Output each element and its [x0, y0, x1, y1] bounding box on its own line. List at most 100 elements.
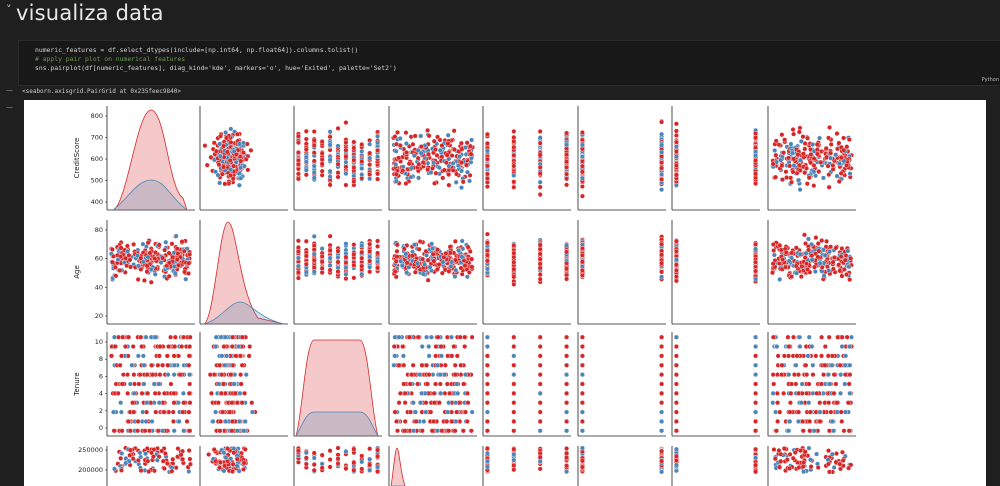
- output-collapse-icon[interactable]: —: [6, 86, 13, 94]
- scatter-point: [367, 176, 373, 182]
- scatter-point: [455, 163, 461, 169]
- scatter-point: [753, 181, 759, 187]
- scatter-point: [415, 381, 421, 387]
- scatter-point: [458, 140, 464, 146]
- scatter-point: [579, 142, 585, 148]
- scatter-point: [440, 175, 446, 181]
- output2-collapse-icon[interactable]: —: [6, 103, 13, 111]
- scatter-point: [788, 141, 794, 147]
- scatter-point: [295, 255, 301, 261]
- scatter-point: [796, 177, 802, 183]
- scatter-point: [409, 372, 415, 378]
- scatter-point: [409, 253, 415, 259]
- scatter-point: [579, 353, 585, 359]
- cell-language-label[interactable]: Python: [981, 77, 999, 83]
- scatter-point: [783, 169, 789, 175]
- scatter-point: [844, 272, 850, 278]
- code-cell[interactable]: numeric_features = df.select_dtypes(incl…: [18, 40, 1000, 86]
- scatter-point: [233, 353, 239, 359]
- scatter-point: [464, 169, 470, 175]
- scatter-point: [170, 254, 176, 260]
- scatter-point: [295, 140, 301, 146]
- scatter-point: [564, 266, 570, 272]
- scatter-point: [120, 372, 126, 378]
- scatter-point: [295, 238, 301, 244]
- scatter-point: [359, 141, 365, 147]
- scatter-point: [537, 261, 543, 267]
- scatter-point: [484, 381, 490, 387]
- scatter-point: [213, 344, 219, 350]
- scatter-point: [484, 409, 490, 415]
- code-line-1: numeric_features = df.select_dtypes(incl…: [35, 46, 359, 54]
- scatter-point: [186, 260, 192, 266]
- scatter-point: [435, 428, 441, 434]
- scatter-point: [303, 238, 309, 244]
- scatter-point: [769, 270, 775, 276]
- scatter-point: [484, 240, 490, 246]
- scatter-point: [454, 381, 460, 387]
- row-tick-label: 250000: [78, 446, 103, 454]
- scatter-point: [830, 162, 836, 168]
- scatter-point: [186, 390, 192, 396]
- scatter-point: [234, 400, 240, 406]
- scatter-point: [425, 381, 431, 387]
- scatter-point: [464, 274, 470, 280]
- scatter-point: [424, 362, 430, 368]
- scatter-point: [375, 134, 381, 140]
- scatter-point: [397, 135, 403, 141]
- markdown-heading-cell[interactable]: ˅ visualiza data: [0, 0, 1000, 32]
- scatter-point: [359, 158, 365, 164]
- scatter-point: [415, 147, 421, 153]
- scatter-point: [805, 267, 811, 273]
- scatter-point: [511, 184, 517, 190]
- scatter-point: [416, 175, 422, 181]
- scatter-point: [125, 390, 131, 396]
- scatter-point: [537, 381, 543, 387]
- scatter-point: [180, 390, 186, 396]
- scatter-point: [435, 247, 441, 253]
- scatter-point: [511, 281, 517, 287]
- scatter-point: [319, 253, 325, 259]
- scatter-point: [135, 276, 141, 282]
- collapse-chevron-icon[interactable]: ˅: [6, 3, 12, 16]
- scatter-point: [239, 400, 245, 406]
- scatter-point: [435, 334, 441, 340]
- scatter-point: [791, 156, 797, 162]
- scatter-point: [216, 162, 222, 168]
- scatter-point: [249, 409, 255, 415]
- scatter-point: [351, 139, 357, 145]
- scatter-point: [227, 409, 233, 415]
- scatter-point: [460, 428, 466, 434]
- scatter-point: [231, 163, 237, 169]
- scatter-point: [433, 170, 439, 176]
- scatter-point: [186, 362, 192, 368]
- scatter-point: [537, 344, 543, 350]
- scatter-point: [130, 400, 136, 406]
- scatter-point: [112, 264, 118, 270]
- scatter-point: [753, 158, 759, 164]
- scatter-point: [412, 269, 418, 275]
- scatter-point: [673, 148, 679, 154]
- scatter-point: [457, 334, 463, 340]
- scatter-point: [537, 140, 543, 146]
- scatter-point: [419, 362, 425, 368]
- scatter-point: [794, 270, 800, 276]
- scatter-point: [804, 181, 810, 187]
- scatter-point: [227, 157, 233, 163]
- scatter-point: [359, 249, 365, 255]
- scatter-point: [462, 263, 468, 269]
- scatter-point: [827, 124, 833, 130]
- scatter-point: [215, 172, 221, 178]
- scatter-point: [410, 362, 416, 368]
- scatter-point: [172, 270, 178, 276]
- scatter-point: [343, 147, 349, 153]
- scatter-point: [778, 157, 784, 163]
- scatter-point: [126, 418, 132, 424]
- scatter-point: [537, 390, 543, 396]
- scatter-point: [135, 353, 141, 359]
- scatter-point: [404, 150, 410, 156]
- scatter-point: [218, 334, 224, 340]
- scatter-point: [793, 263, 799, 269]
- scatter-point: [469, 409, 475, 415]
- scatter-point: [484, 252, 490, 258]
